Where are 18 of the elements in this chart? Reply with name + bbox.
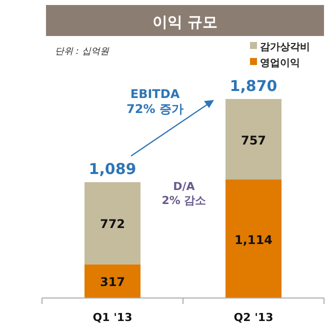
bar <box>84 182 140 264</box>
legend-label: 감가상각비 <box>260 42 310 53</box>
chart-subtitle: 단위 : 십억원 <box>55 47 110 57</box>
bar <box>226 99 282 180</box>
data-label: 317 <box>100 275 126 290</box>
x-tick-label: Q1 '13 <box>92 311 132 324</box>
chart-title: 이익 규모 <box>152 13 218 31</box>
data-label: 757 <box>240 133 266 148</box>
data-label: 772 <box>100 217 126 232</box>
data-label: 1,114 <box>234 232 272 247</box>
bar <box>84 264 140 298</box>
total-label: 1,870 <box>230 77 278 95</box>
annotation: EBITDA 72% 증가 <box>126 87 184 116</box>
annotation: D/A 2% 감소 <box>162 180 206 207</box>
legend-label: 영업이익 <box>260 58 300 69</box>
bar <box>226 180 282 298</box>
total-label: 1,089 <box>88 160 136 178</box>
x-tick-label: Q2 '13 <box>234 311 274 324</box>
